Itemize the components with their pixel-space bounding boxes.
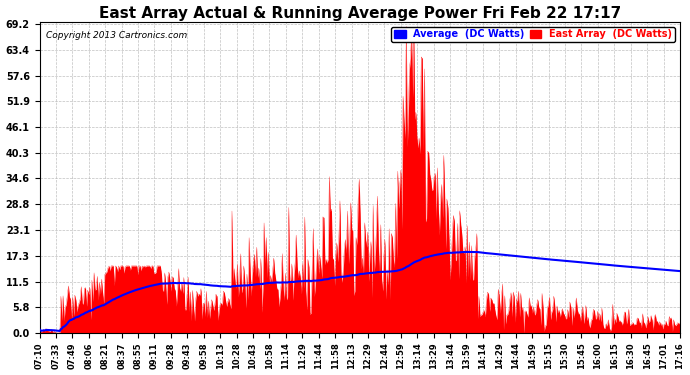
- Legend: Average  (DC Watts), East Array  (DC Watts): Average (DC Watts), East Array (DC Watts…: [391, 27, 675, 42]
- Title: East Array Actual & Running Average Power Fri Feb 22 17:17: East Array Actual & Running Average Powe…: [99, 6, 621, 21]
- Text: Copyright 2013 Cartronics.com: Copyright 2013 Cartronics.com: [46, 31, 187, 40]
